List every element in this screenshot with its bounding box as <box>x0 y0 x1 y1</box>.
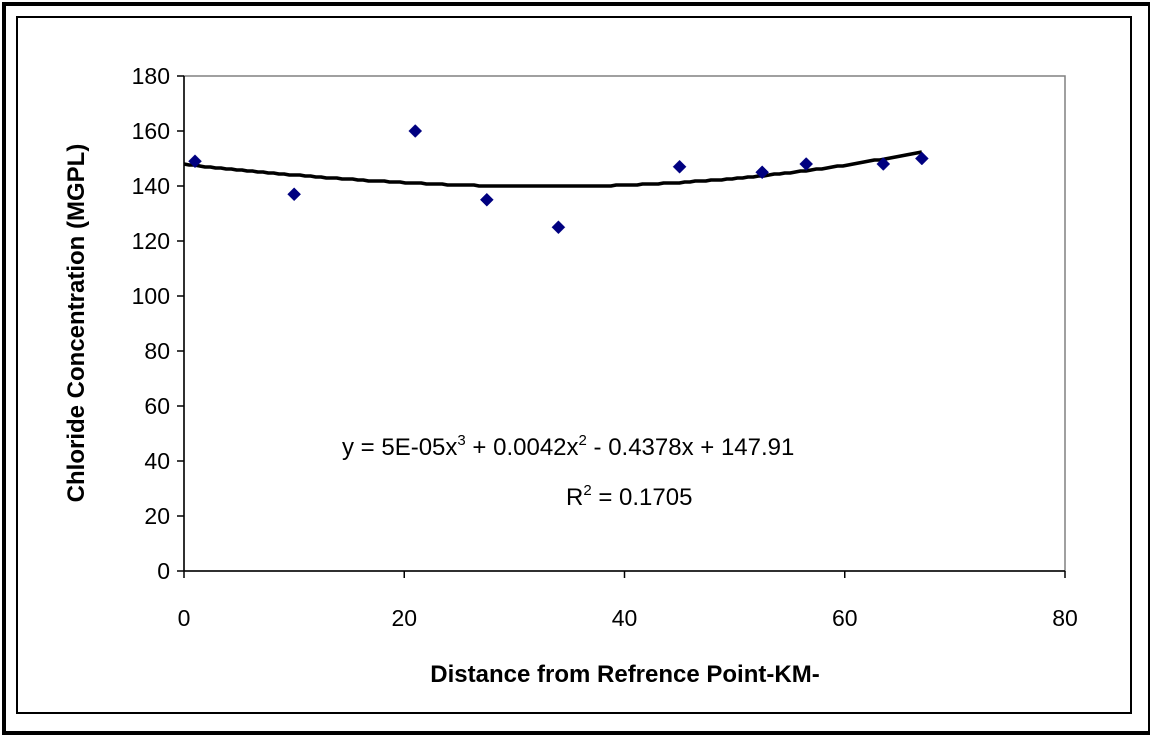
y-tick-label: 100 <box>132 283 170 309</box>
data-point <box>672 159 687 174</box>
trendline <box>183 150 923 188</box>
x-tick-label: 40 <box>612 605 638 631</box>
y-tick-label: 0 <box>157 558 170 584</box>
trendline-equation: y = 5E-05x3 + 0.0042x2 - 0.4378x + 147.9… <box>342 432 794 461</box>
x-tick-label: 80 <box>1052 605 1078 631</box>
data-point <box>876 157 891 171</box>
data-points <box>188 124 929 235</box>
trendline-layer <box>183 150 923 188</box>
x-tick-label: 60 <box>832 605 858 631</box>
data-point <box>551 220 566 235</box>
x-tick-label: 0 <box>178 605 191 631</box>
y-axis-title: Chloride Concentration (MGPL) <box>63 144 90 503</box>
inner-frame <box>16 16 1132 714</box>
y-tick-label: 160 <box>132 118 170 144</box>
y-tick-label: 120 <box>132 228 170 254</box>
data-point <box>287 187 301 202</box>
y-tick-label: 180 <box>132 63 170 89</box>
x-tick-label: 20 <box>391 605 417 631</box>
y-tick-label: 140 <box>132 173 170 199</box>
data-point <box>799 157 814 171</box>
y-tick-label: 80 <box>144 338 170 364</box>
x-ticks: 0 20 40 60 80 <box>178 571 1078 631</box>
y-tick-label: 20 <box>144 503 170 529</box>
data-point <box>479 192 494 207</box>
y-ticks: 0 20 40 60 80 100 120 140 160 180 <box>132 63 184 584</box>
y-tick-label: 60 <box>144 393 170 419</box>
data-point <box>408 124 423 138</box>
data-point <box>188 154 202 169</box>
r-squared-label: R2 = 0.1705 <box>566 482 692 511</box>
y-tick-label: 40 <box>144 448 170 474</box>
x-axis-title: Distance from Refrence Point-KM- <box>430 661 819 688</box>
data-point <box>755 165 770 180</box>
data-point <box>914 151 929 166</box>
